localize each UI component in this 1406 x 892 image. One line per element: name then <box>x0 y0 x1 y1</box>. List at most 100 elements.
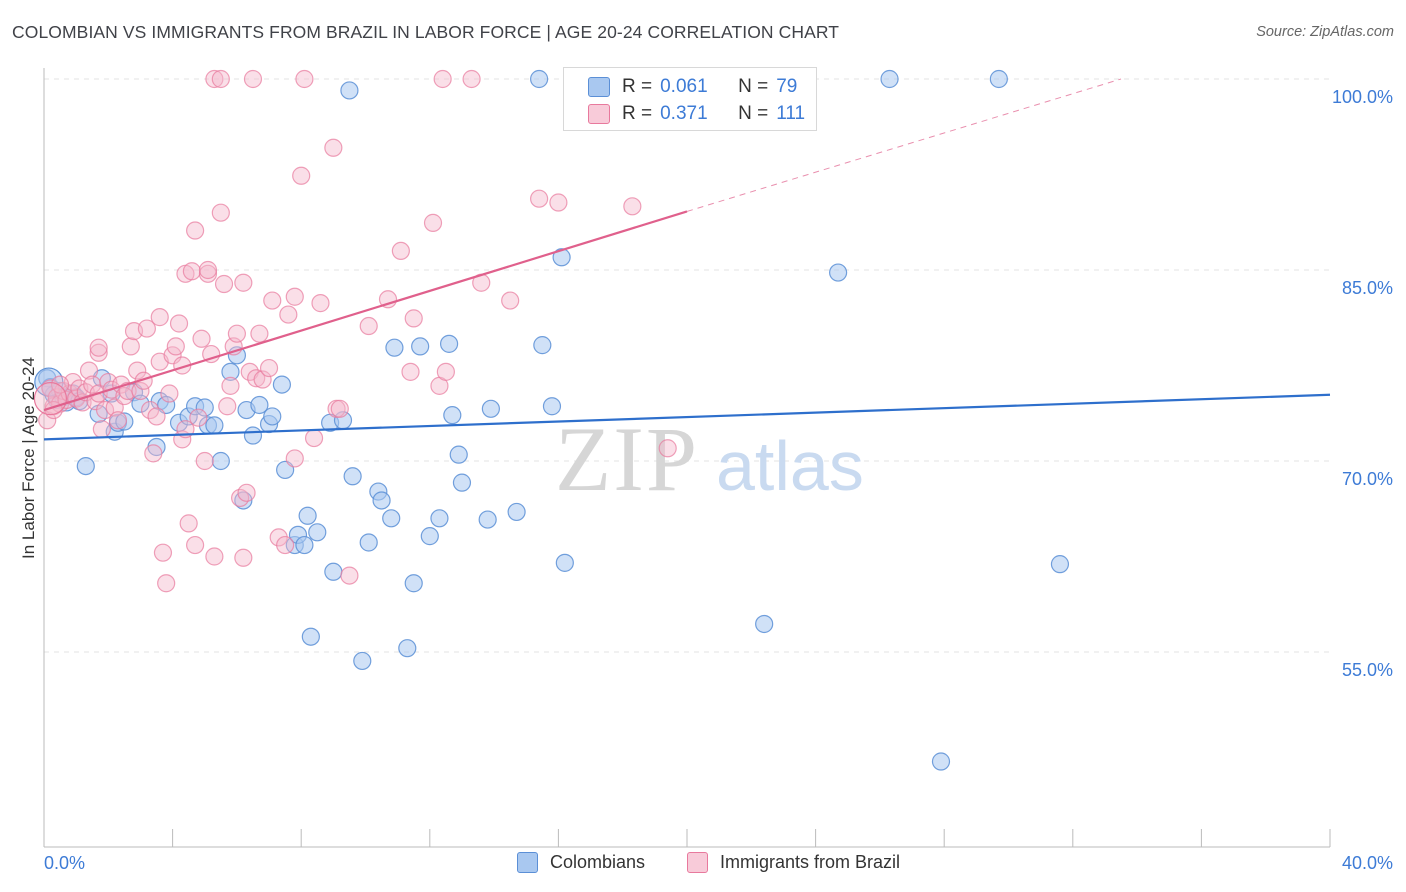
legend-swatch-pink <box>588 104 610 124</box>
brazil-point <box>137 319 156 338</box>
brazil-point <box>211 69 230 89</box>
brazil-point <box>214 274 234 294</box>
brazil-point <box>247 369 266 388</box>
trend-lines <box>43 78 1331 441</box>
brazil-point <box>160 384 179 403</box>
brazil-point <box>186 535 205 555</box>
brazil-point <box>221 376 240 395</box>
brazil-point <box>89 343 108 362</box>
brazil-point <box>108 411 128 430</box>
colombians-point <box>250 395 269 415</box>
brazil-point <box>285 287 304 306</box>
watermark: ZIP atlas <box>555 408 864 510</box>
gridlines <box>44 78 1330 653</box>
brazil-point <box>359 316 378 336</box>
colombians-point <box>308 523 327 542</box>
colombians-point <box>755 614 774 634</box>
colombians-point <box>542 397 562 416</box>
colombians-point <box>420 527 439 546</box>
watermark-zip: ZIP <box>555 408 699 510</box>
brazil-point <box>324 138 343 157</box>
brazil-point <box>202 344 221 364</box>
colombians-point <box>443 406 462 425</box>
brazil-point <box>205 547 224 566</box>
brazil-point <box>198 264 218 283</box>
brazil-point <box>218 397 237 416</box>
brazil-point <box>269 528 288 547</box>
colombians-point <box>221 362 240 381</box>
colombians-point <box>1050 555 1070 574</box>
brazil-point <box>234 273 253 292</box>
brazil-point <box>79 361 99 380</box>
y-tick-label: 85.0% <box>1342 278 1393 298</box>
colombians-point <box>507 502 526 522</box>
brazil-point <box>89 338 108 357</box>
brazil-point <box>237 483 256 502</box>
brazil-point <box>259 358 279 378</box>
colombians-point <box>880 69 899 89</box>
colombians-points <box>34 69 1070 771</box>
brazil-point <box>292 166 311 185</box>
brazil-point <box>115 386 134 406</box>
brazil-point <box>144 444 163 463</box>
brazil-point <box>131 381 150 401</box>
brazil-point <box>186 221 205 240</box>
brazil-point <box>391 241 410 260</box>
brazil-point <box>549 193 568 212</box>
colombians-point <box>439 334 459 353</box>
brazil-point <box>243 69 263 89</box>
y-axis-label: In Labor Force | Age 20-24 <box>19 357 38 559</box>
colombians-point <box>552 248 571 267</box>
brazil-point <box>279 305 298 324</box>
legend-label-colombians: Colombians <box>550 852 646 872</box>
legend-row-colombians: R = 0.061 N = 79 <box>588 74 797 100</box>
colombians-point <box>452 473 472 492</box>
brazil-point <box>169 314 189 333</box>
brazil-point <box>189 408 208 427</box>
brazil-point <box>166 337 185 356</box>
chart-source: Source: ZipAtlas.com <box>1256 24 1394 40</box>
legend-item-colombians: Colombians <box>517 852 645 873</box>
brazil-point <box>211 203 230 222</box>
colombians-point <box>449 445 468 464</box>
series-legend: Colombians Immigrants from Brazil <box>0 852 1406 876</box>
colombians-point <box>211 451 230 471</box>
brazil-point <box>73 393 92 412</box>
legend-r-label: R = <box>622 103 653 124</box>
y-tick-label: 70.0% <box>1342 469 1393 489</box>
brazil-point <box>153 543 173 562</box>
colombians-point <box>298 506 317 525</box>
brazil-trend-extension <box>686 78 1122 212</box>
colombians-trend-line <box>43 393 1331 441</box>
brazil-point <box>340 566 359 585</box>
brazil-point <box>658 439 677 458</box>
colombians-point <box>359 533 378 552</box>
legend-r-value: 0.061 <box>660 76 708 97</box>
x-tick-label: 0.0% <box>44 853 85 873</box>
brazil-point <box>623 197 642 216</box>
brazil-point <box>276 535 295 555</box>
brazil-point <box>423 213 443 232</box>
colombians-point <box>430 509 449 528</box>
legend-n-value: 79 <box>776 76 798 97</box>
legend-swatch-blue <box>517 852 538 873</box>
brazil-point <box>195 451 214 471</box>
brazil-point <box>295 69 314 89</box>
brazil-point <box>182 262 201 281</box>
colombians-point <box>404 574 423 593</box>
brazil-point <box>304 428 324 448</box>
brazil-point <box>401 362 420 381</box>
colombians-point <box>382 509 401 528</box>
brazil-point <box>92 420 111 439</box>
brazil-point <box>198 260 218 280</box>
brazil-point <box>250 324 269 343</box>
brazil-point <box>147 407 166 426</box>
brazil-point <box>433 69 452 89</box>
brazil-point <box>404 309 423 328</box>
colombians-point <box>324 562 343 581</box>
x-tick-label: 40.0% <box>1342 853 1393 873</box>
brazil-point <box>530 189 549 208</box>
brazil-point <box>263 291 282 310</box>
legend-n-label: N = <box>738 76 769 97</box>
chart-title: COLOMBIAN VS IMMIGRANTS FROM BRAZIL IN L… <box>12 22 840 42</box>
